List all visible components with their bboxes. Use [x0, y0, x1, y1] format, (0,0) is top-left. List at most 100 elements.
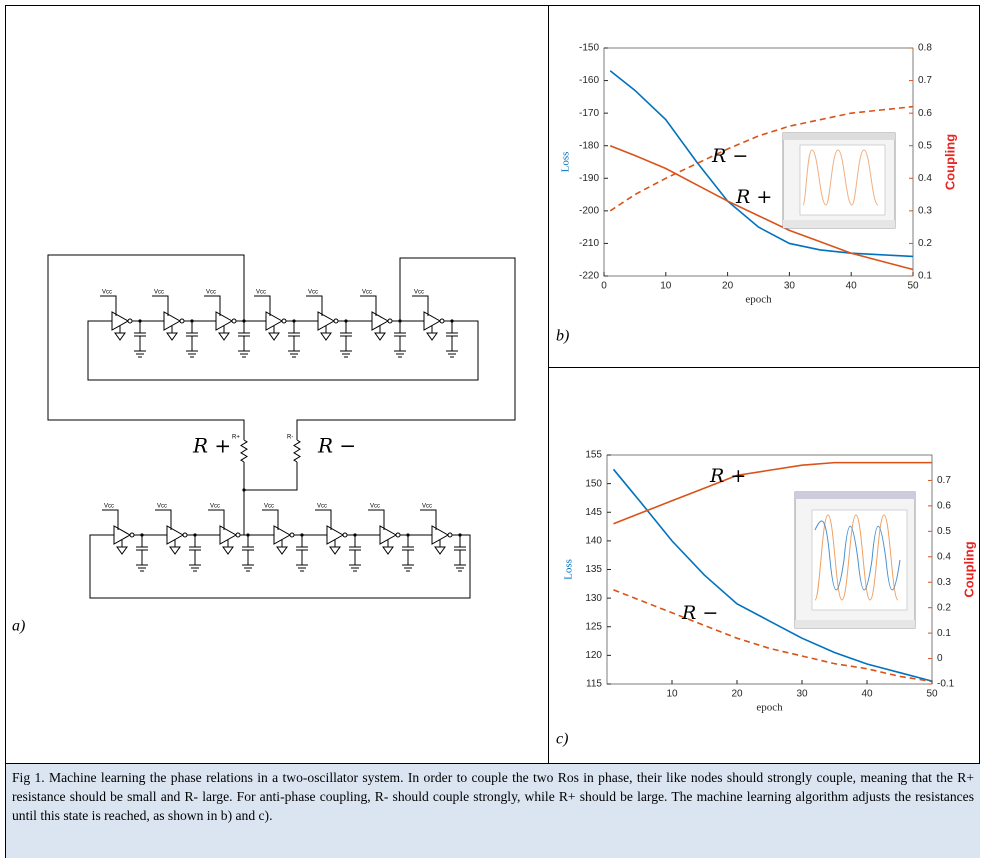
y2-axis-label: Coupling [961, 541, 976, 597]
inverter-bubble [130, 533, 134, 537]
circuit-wire [242, 565, 254, 571]
x-axis-label: epoch [756, 702, 783, 714]
circuit-wire [90, 535, 470, 598]
inverter-bubble [440, 319, 444, 323]
vcc-label: Vcc [414, 290, 424, 296]
y2-tick-label: 0.1 [937, 628, 951, 639]
vcc-label: Vcc [362, 290, 372, 296]
y-tick-label: 125 [585, 621, 602, 632]
y2-tick-label: 0.3 [937, 577, 951, 588]
y2-axis-label: Coupling [942, 134, 957, 190]
vcc-label: Vcc [206, 290, 216, 296]
panel-label: a) [12, 618, 25, 635]
circuit-wire [238, 321, 250, 351]
y2-tick-label: 0.2 [918, 238, 932, 249]
circuit-wire [136, 565, 148, 571]
ground-symbol [427, 333, 437, 340]
vcc-label: Vcc [104, 504, 114, 510]
ground-symbol [115, 333, 125, 340]
x-tick-label: 40 [846, 281, 858, 292]
annotation: R − [681, 602, 718, 624]
inverter-bubble [180, 319, 184, 323]
y2-tick-label: 0.7 [937, 475, 951, 486]
circuit-wire [288, 321, 300, 351]
annotation: R − [711, 145, 748, 167]
y-tick-label: 115 [586, 679, 602, 690]
y-tick-label: 150 [585, 478, 602, 489]
resistor [294, 440, 300, 462]
y-tick-label: -180 [579, 140, 599, 151]
y-tick-label: -150 [579, 43, 599, 54]
vcc-label: Vcc [210, 504, 220, 510]
annotation: R + [709, 465, 746, 487]
y-tick-label: 155 [585, 450, 602, 461]
circuit-wire [394, 321, 406, 351]
vcc-label: Vcc [370, 504, 380, 510]
annotation: R − [317, 434, 356, 458]
inverter-bubble [448, 533, 452, 537]
inverter-bubble [290, 533, 294, 537]
y-tick-label: 130 [585, 593, 602, 604]
y2-tick-label: 0.1 [918, 271, 932, 282]
y-axis-label: Loss [563, 559, 575, 580]
caption: Fig 1. Machine learning the phase relati… [6, 764, 980, 858]
circuit-wire [288, 351, 300, 357]
annotation: R + [735, 186, 772, 208]
inverter-bubble [183, 533, 187, 537]
inset-plot [783, 133, 895, 228]
node-dot [242, 488, 245, 491]
vcc-label: Vcc [157, 504, 167, 510]
ground-symbol [375, 333, 385, 340]
y-tick-label: -190 [579, 173, 599, 184]
y2-tick-label: 0.6 [918, 108, 932, 119]
circuit-wire [446, 321, 458, 351]
ground-symbol [223, 547, 233, 554]
circuit-wire [402, 535, 414, 565]
vcc-label: Vcc [317, 504, 327, 510]
y2-tick-label: 0 [937, 653, 943, 664]
circuit-wire [242, 535, 254, 565]
vcc-label: Vcc [102, 290, 112, 296]
circuit-wire [88, 321, 478, 380]
circuit-wire [186, 351, 198, 357]
circuit-wire [186, 321, 198, 351]
vcc-label: Vcc [422, 504, 432, 510]
vcc-label: Vcc [264, 504, 274, 510]
circuit-wire [349, 565, 361, 571]
circuit-wire [238, 351, 250, 357]
y2-tick-label: 0.6 [937, 501, 951, 512]
x-tick-label: 10 [660, 281, 672, 292]
inverter-bubble [236, 533, 240, 537]
x-tick-label: 20 [731, 689, 743, 700]
y-tick-label: -200 [579, 205, 599, 216]
x-tick-label: 40 [861, 689, 873, 700]
resistor-label: R- [287, 435, 293, 441]
y2-tick-label: 0.8 [918, 43, 932, 54]
x-tick-label: 50 [926, 689, 938, 700]
circuit-wire [402, 565, 414, 571]
circuit-wire [349, 535, 361, 565]
x-tick-label: 30 [796, 689, 808, 700]
y-tick-label: 145 [585, 507, 602, 518]
ground-symbol [277, 547, 287, 554]
inverter-bubble [334, 319, 338, 323]
circuit-wire [48, 255, 244, 440]
ground-symbol [117, 547, 127, 554]
y-tick-label: 120 [585, 650, 602, 661]
circuit-wire [134, 351, 146, 357]
y2-tick-label: -0.1 [937, 679, 955, 690]
x-tick-label: 0 [601, 281, 607, 292]
ground-symbol [167, 333, 177, 340]
x-axis-label: epoch [745, 294, 772, 306]
panel-label: b) [556, 328, 569, 345]
vcc-label: Vcc [308, 290, 318, 296]
y-tick-label: -160 [579, 75, 599, 86]
circuit-wire [136, 535, 148, 565]
circuit-wire [394, 351, 406, 357]
y2-tick-label: 0.4 [937, 551, 951, 562]
y-tick-label: -170 [579, 108, 599, 119]
vcc-label: Vcc [256, 290, 266, 296]
figure: a) b) c) VccVccVccVccVccVccVccVccVccVccV… [0, 0, 984, 863]
y-tick-label: -210 [579, 238, 599, 249]
